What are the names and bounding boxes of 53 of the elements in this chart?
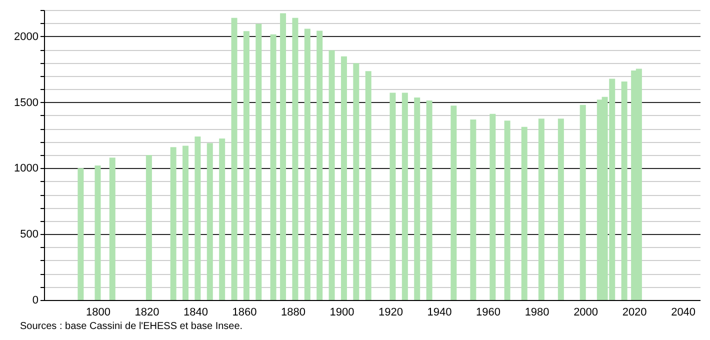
bar	[206, 143, 213, 300]
bar	[316, 30, 323, 300]
bar	[621, 81, 628, 300]
y-tick-label: 1500	[14, 96, 38, 109]
x-tick-label: 1900	[330, 306, 354, 318]
bar	[521, 126, 528, 300]
x-tick-label: 2040	[671, 306, 696, 318]
x-tick-label: 1880	[281, 306, 306, 318]
bar	[390, 92, 396, 300]
bar	[109, 158, 116, 300]
x-tick-label: 1940	[427, 306, 452, 318]
bar	[270, 34, 276, 300]
bar	[256, 24, 262, 300]
x-tick-label: 1980	[524, 306, 550, 318]
x-tick-label: 1840	[184, 306, 208, 318]
bar	[426, 100, 432, 300]
bar	[558, 118, 564, 300]
bar	[504, 120, 510, 300]
x-tick-label: 2020	[622, 306, 647, 318]
bar	[580, 104, 586, 300]
bar	[170, 147, 176, 300]
bar	[78, 168, 84, 300]
bar	[414, 98, 420, 300]
x-tick-label: 1800	[86, 306, 110, 318]
x-tick-label: 1860	[232, 306, 257, 318]
bar	[340, 56, 347, 300]
y-tick-label: 0	[32, 294, 38, 306]
bar	[402, 92, 408, 300]
bar	[365, 71, 372, 300]
x-tick-label: 1820	[134, 306, 160, 318]
bar	[94, 166, 101, 300]
bar	[280, 13, 286, 300]
bar	[490, 114, 496, 300]
x-tick-label: 2000	[574, 306, 598, 318]
bar	[219, 138, 226, 300]
bar	[353, 63, 360, 300]
bar	[146, 155, 152, 300]
y-tick-label: 2000	[14, 30, 38, 43]
source-note: Sources : base Cassini de l'EHESS et base Insee.	[20, 321, 243, 332]
bar	[292, 18, 298, 300]
bar	[450, 106, 457, 300]
bar	[538, 118, 544, 300]
bar	[470, 120, 476, 300]
bar	[243, 31, 250, 300]
x-tick-label: 1960	[476, 306, 501, 318]
bar	[194, 136, 201, 300]
y-tick-label: 1000	[14, 162, 38, 175]
bar	[328, 50, 335, 300]
y-tick-label: 500	[20, 228, 38, 241]
bar	[304, 28, 310, 300]
bar	[231, 18, 238, 300]
bar	[182, 146, 189, 300]
x-tick-label: 1920	[378, 306, 404, 318]
